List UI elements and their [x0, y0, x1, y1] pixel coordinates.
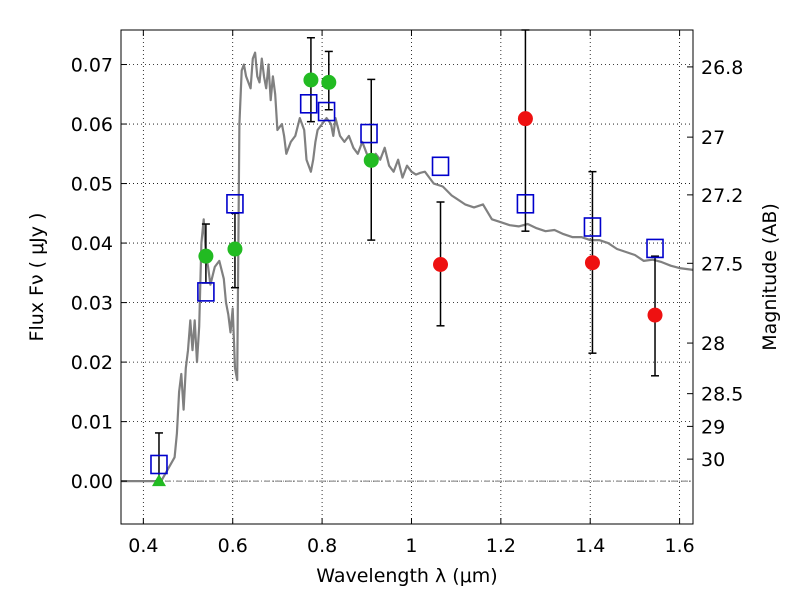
detection-point-2 — [303, 72, 319, 88]
nondetection-point-1 — [517, 111, 533, 127]
upper-limit-triangle-0 — [151, 474, 166, 487]
y-tick-label-5: 0.05 — [71, 174, 113, 196]
model-square-2 — [226, 193, 244, 214]
nondetection-point-0 — [433, 257, 449, 273]
nondetection-point-2 — [584, 255, 600, 271]
detection-point-3 — [321, 74, 337, 90]
y-tick-label-3: 0.03 — [71, 293, 113, 315]
y2-tick-label-6: 29 — [701, 416, 725, 438]
x-tick-label-6: 1.6 — [664, 535, 694, 557]
y2-tick-label-5: 28.5 — [701, 384, 743, 406]
y-tick-label-4: 0.04 — [71, 233, 113, 255]
y2-tick-label-7: 30 — [701, 449, 725, 471]
ticks — [121, 30, 693, 524]
y-tick-label-0: 0.00 — [71, 471, 113, 493]
detection-point-0 — [198, 248, 214, 264]
y-tick-label-6: 0.06 — [71, 114, 113, 136]
template-curve — [121, 51, 694, 483]
plot-frame — [120, 29, 694, 525]
y-tick-label-2: 0.02 — [71, 352, 113, 374]
x-tick-label-0: 0.4 — [128, 535, 158, 557]
model-square-1 — [197, 282, 215, 302]
y-axis-title: Flux Fν ( μJy ) — [26, 213, 48, 342]
y-tick-label-1: 0.01 — [71, 412, 113, 434]
model-square-9 — [646, 238, 664, 259]
x-tick-label-2: 0.8 — [307, 535, 337, 557]
tick-labels: 0.4 0.6 0.8 1 1.2 1.4 1.6 0.00 0.01 0.02 0.03 0.04 0… — [71, 55, 744, 557]
y2-tick-label-0: 26.8 — [701, 57, 743, 79]
y2-axis-title: Magnitude (AB) — [759, 203, 781, 351]
x-tick-label-5: 1.4 — [575, 535, 605, 557]
x-tick-label-4: 1.2 — [486, 535, 516, 557]
model-square-0 — [150, 454, 168, 475]
detection-point-1 — [227, 241, 243, 257]
x-axis-title: Wavelength λ (μm) — [316, 565, 497, 587]
model-square-3 — [299, 94, 318, 114]
y2-tick-label-2: 27.2 — [701, 185, 743, 207]
x-tick-label-1: 0.6 — [218, 535, 248, 557]
model-square-5 — [360, 123, 378, 144]
detection-point-4 — [363, 152, 379, 168]
model-square-6 — [431, 156, 450, 177]
markers — [150, 72, 664, 487]
nondetection-point-3 — [647, 307, 663, 323]
y-tick-label-7: 0.07 — [71, 55, 113, 77]
y2-tick-label-3: 27.5 — [701, 253, 743, 275]
model-square-7 — [516, 193, 535, 214]
template-layer — [121, 51, 694, 483]
model-square-8 — [583, 217, 602, 237]
x-tick-label-3: 1 — [405, 535, 417, 557]
model-square-4 — [317, 101, 336, 122]
y2-tick-label-1: 27 — [701, 127, 725, 149]
y2-tick-label-4: 28 — [701, 333, 725, 355]
